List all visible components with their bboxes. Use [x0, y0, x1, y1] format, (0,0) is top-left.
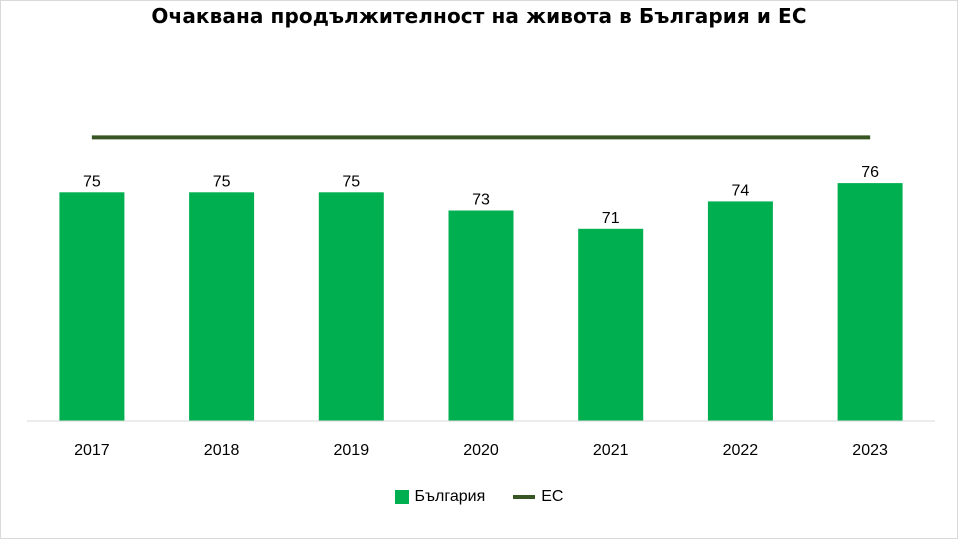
- legend: България ЕС: [0, 488, 958, 506]
- legend-item-bulgaria: България: [394, 488, 486, 506]
- data-label-2022: 74: [732, 182, 750, 199]
- bar-bulgaria-2023: [837, 183, 903, 421]
- x-tick-label-2018: 2018: [204, 442, 240, 459]
- data-label-2019: 75: [342, 173, 360, 190]
- legend-item-eu: ЕС: [513, 488, 563, 506]
- legend-label-bulgaria: България: [414, 488, 486, 505]
- bar-bulgaria-2022: [707, 201, 773, 421]
- x-tick-label-2020: 2020: [463, 442, 499, 459]
- legend-swatch-bulgaria: [394, 490, 409, 504]
- chart-title: Очаквана продължителност на живота в Бъл…: [151, 4, 807, 28]
- data-label-2018: 75: [213, 173, 231, 190]
- bar-bulgaria-2021: [578, 228, 644, 421]
- data-label-2023: 76: [861, 164, 879, 181]
- x-tick-labels-layer: 2017 2018 2019 2020 2021 2022 2023: [74, 442, 888, 459]
- x-tick-label-2023: 2023: [852, 442, 888, 459]
- x-tick-label-2019: 2019: [334, 442, 370, 459]
- x-tick-label-2021: 2021: [593, 442, 629, 459]
- bar-bulgaria-2018: [189, 192, 255, 422]
- bars-layer: [59, 183, 903, 422]
- x-tick-label-2017: 2017: [74, 442, 110, 459]
- data-label-2017: 75: [83, 173, 101, 190]
- data-labels-layer: 75 75 75 73 71 74 76: [83, 164, 879, 227]
- bar-bulgaria-2017: [59, 192, 125, 422]
- bar-bulgaria-2020: [448, 210, 514, 421]
- data-label-2020: 73: [472, 192, 490, 209]
- x-tick-label-2022: 2022: [723, 442, 759, 459]
- legend-swatch-eu: [513, 495, 536, 499]
- legend-label-eu: ЕС: [541, 488, 564, 505]
- bar-bulgaria-2019: [318, 192, 384, 422]
- data-label-2021: 71: [602, 210, 620, 227]
